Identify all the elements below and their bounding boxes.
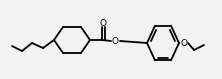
Text: O: O	[111, 36, 119, 46]
Text: O: O	[180, 38, 188, 47]
Text: O: O	[99, 19, 107, 28]
